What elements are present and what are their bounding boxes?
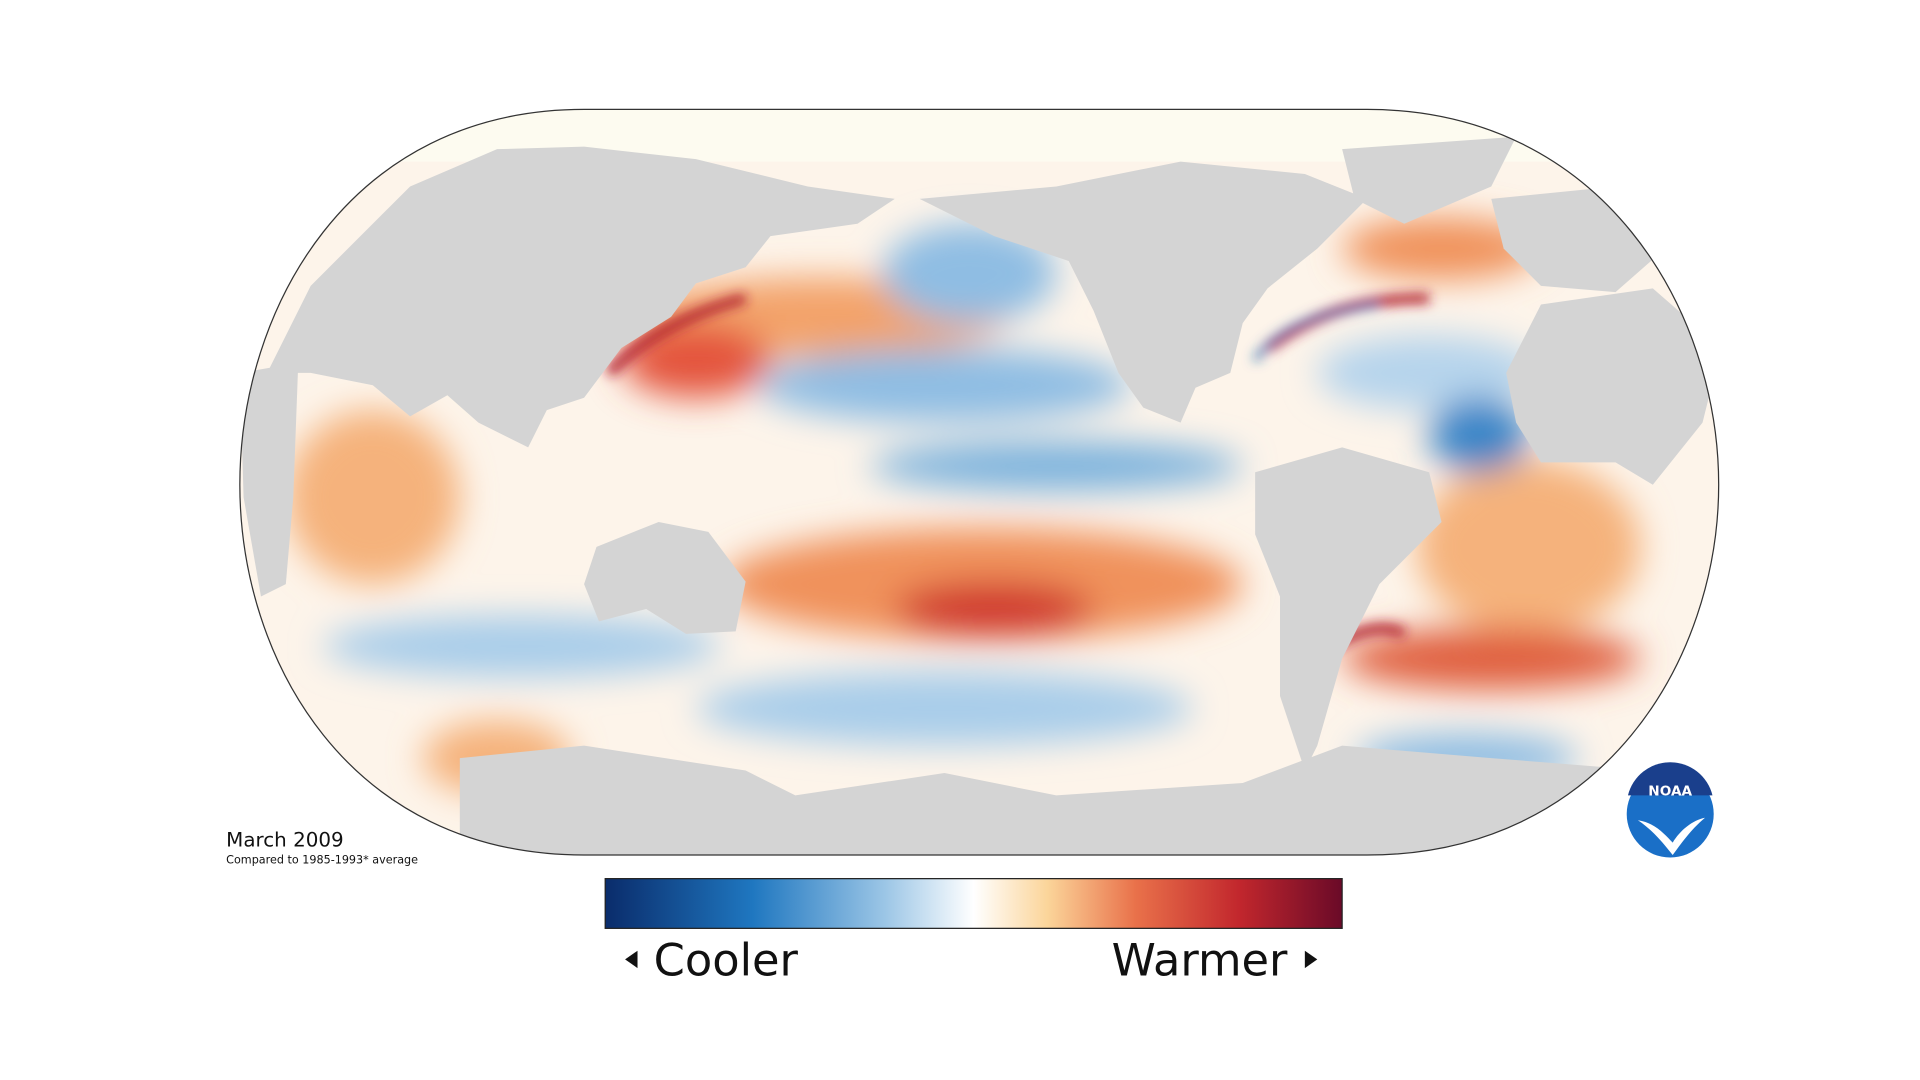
map-outline	[239, 108, 1720, 856]
legend-high: Warmer	[1112, 934, 1288, 987]
anomaly-warm	[285, 410, 460, 585]
logo-top	[1627, 762, 1713, 796]
africa-east	[239, 362, 299, 597]
south-america	[1255, 447, 1442, 771]
land	[239, 136, 1719, 856]
anomaly-cool	[323, 615, 721, 678]
anomaly-warm	[1342, 627, 1641, 690]
greenland	[1342, 136, 1517, 224]
gulf-stream-cool	[1253, 302, 1380, 362]
africa-west	[1506, 288, 1719, 485]
noaa-logo: NOAA	[1626, 762, 1714, 858]
anomaly-cool	[695, 671, 1194, 746]
anomaly-field	[285, 217, 1641, 796]
anomaly-warm	[621, 323, 771, 398]
anomaly-warm	[1342, 217, 1541, 280]
anomaly-warm	[1416, 459, 1641, 634]
anomaly-cool	[758, 348, 1131, 423]
arrow-right	[1304, 950, 1318, 969]
arrow-left	[625, 950, 638, 969]
anomaly-cool	[869, 441, 1243, 491]
anomaly-cool	[1429, 397, 1529, 473]
anomaly-cool	[882, 223, 1057, 324]
anomaly-warm	[894, 581, 1094, 637]
kuroshio-warm	[605, 293, 747, 377]
map-subtitle: Compared to 1985-1993* average	[226, 854, 418, 867]
anomaly-cool	[1317, 335, 1541, 411]
logo-bird	[1637, 817, 1706, 856]
map-date: March 2009	[226, 828, 343, 851]
map	[239, 109, 1719, 856]
australia	[584, 521, 746, 634]
logo-text: NOAA	[1648, 783, 1692, 799]
asia	[267, 146, 895, 448]
antarctica	[459, 745, 1660, 856]
color-scale	[604, 878, 1343, 929]
legend-low: Cooler	[654, 934, 799, 987]
north-america	[919, 161, 1367, 423]
